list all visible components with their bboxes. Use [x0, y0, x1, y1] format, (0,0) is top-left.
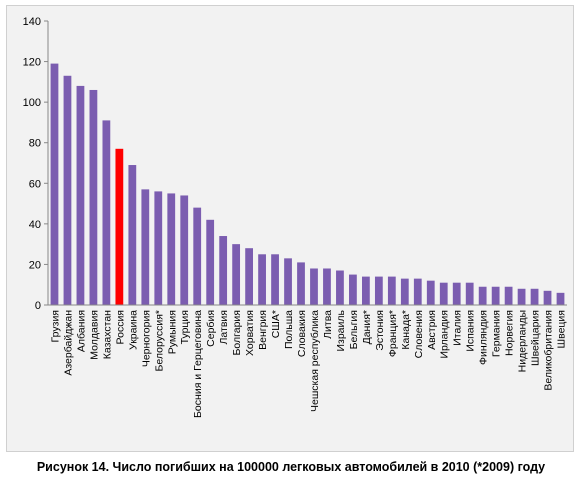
bar-29 — [413, 278, 422, 305]
bar-32 — [452, 282, 461, 305]
bar-38 — [530, 288, 539, 305]
x-category-label: Россия — [114, 310, 126, 344]
bar-20 — [297, 262, 305, 305]
y-tick-label: 0 — [35, 300, 41, 312]
x-axis: Грузия Азербайджан Албания Молдавия Казахста… — [48, 304, 568, 418]
bar-4 — [89, 89, 98, 305]
y-tick-label: 40 — [29, 219, 41, 231]
y-tick-label: 20 — [29, 259, 41, 271]
x-category-label: Словения — [413, 310, 425, 358]
bar-13 — [206, 219, 215, 305]
x-category-label: Польша — [283, 310, 295, 349]
y-tick-label: 120 — [23, 57, 41, 69]
x-category-label: Хорватия — [244, 310, 256, 356]
y-tick-label: 80 — [29, 138, 41, 150]
bar-31 — [439, 282, 448, 305]
bar-19 — [284, 258, 292, 305]
bar-22 — [323, 268, 331, 305]
bar-34 — [478, 286, 487, 305]
x-category-label: Канада* — [400, 310, 412, 350]
x-category-label: Эстония — [374, 310, 386, 351]
bar-37 — [517, 288, 526, 305]
x-category-label: Латвия — [218, 310, 230, 344]
bar-30 — [426, 280, 435, 305]
x-category-label: Украина — [127, 310, 139, 350]
bar-5 — [102, 120, 111, 306]
bar-18 — [271, 254, 279, 305]
x-category-label: Чешская республика — [309, 310, 321, 412]
bar-28 — [400, 278, 409, 305]
x-category-label: Германия — [491, 310, 503, 357]
bar-7 — [128, 165, 137, 305]
bar-27 — [387, 276, 396, 305]
x-category-label: Дания* — [361, 310, 373, 344]
bar-3 — [76, 85, 85, 305]
x-category-label: Белоруссия* — [153, 310, 165, 371]
bar-33 — [465, 282, 474, 305]
x-category-label: Испания — [465, 310, 477, 352]
x-category-label: Ирландия — [439, 310, 451, 358]
bar-39 — [543, 290, 552, 305]
x-category-label: Болгария — [231, 310, 243, 355]
x-category-label: Великобритания — [543, 310, 555, 391]
x-category-label: Италия — [452, 310, 464, 346]
x-category-label: Австрия — [426, 310, 438, 350]
x-category-label: Норвегия — [504, 310, 516, 356]
bar-40 — [556, 292, 565, 305]
figure-caption: Рисунок 14. Число погибших на 100000 лег… — [36, 460, 546, 474]
bar-26 — [374, 276, 383, 305]
x-category-label: Грузия — [49, 310, 61, 342]
x-category-label: Венгрия — [257, 310, 269, 350]
x-category-label: Турция — [179, 310, 191, 344]
y-tick-label: 60 — [29, 178, 41, 190]
y-tick-label: 100 — [23, 97, 41, 109]
bars — [50, 63, 565, 306]
bar-25 — [362, 276, 370, 305]
bar-24 — [349, 274, 357, 305]
y-tick-label: 140 — [23, 16, 41, 28]
x-category-label: Нидерланды — [517, 310, 529, 372]
bar-16 — [245, 248, 253, 305]
x-category-label: Румыния — [166, 310, 178, 354]
bar-chart: 0 20 40 60 80 100 120 140 Грузия Азербайджан Алба… — [23, 16, 568, 418]
x-category-label: Франция* — [387, 310, 399, 357]
x-category-label: Молдавия — [88, 310, 100, 360]
bar-23 — [336, 270, 344, 305]
x-category-label: Сербия — [205, 310, 217, 347]
bar-21 — [310, 268, 318, 305]
x-category-label: США* — [270, 310, 282, 338]
x-category-label: Казахстан — [101, 310, 113, 359]
bar-14 — [219, 236, 228, 305]
bar-12 — [193, 207, 202, 305]
bar-1 — [50, 63, 59, 305]
bar-36 — [504, 286, 513, 305]
bar-9 — [154, 191, 163, 305]
x-category-label: Финляндия — [478, 310, 490, 365]
bar-15 — [232, 244, 241, 305]
x-category-label: Бельгия — [348, 310, 360, 349]
y-axis: 0 20 40 60 80 100 120 140 — [23, 16, 49, 312]
x-category-label: Израиль — [335, 309, 347, 351]
bar-11 — [180, 195, 189, 305]
bar-2 — [63, 75, 72, 306]
x-category-label: Литва — [322, 310, 334, 339]
x-category-label: Словакия — [296, 310, 308, 357]
bar-10 — [167, 193, 176, 305]
x-category-label: Швеция — [556, 310, 568, 349]
chart-area: 0 20 40 60 80 100 120 140 Грузия Азербайджан Алба… — [6, 5, 574, 452]
bar-8 — [141, 189, 150, 305]
bar-6 — [115, 148, 124, 305]
x-category-label: Черногория — [140, 310, 152, 367]
bar-35 — [491, 286, 500, 305]
x-category-label: Албания — [75, 310, 87, 352]
bar-17 — [258, 254, 266, 305]
x-category-label: Азербайджан — [62, 310, 74, 376]
x-category-label: Босния и Герцеговина — [192, 310, 204, 418]
x-category-label: Швейцария — [530, 310, 542, 366]
